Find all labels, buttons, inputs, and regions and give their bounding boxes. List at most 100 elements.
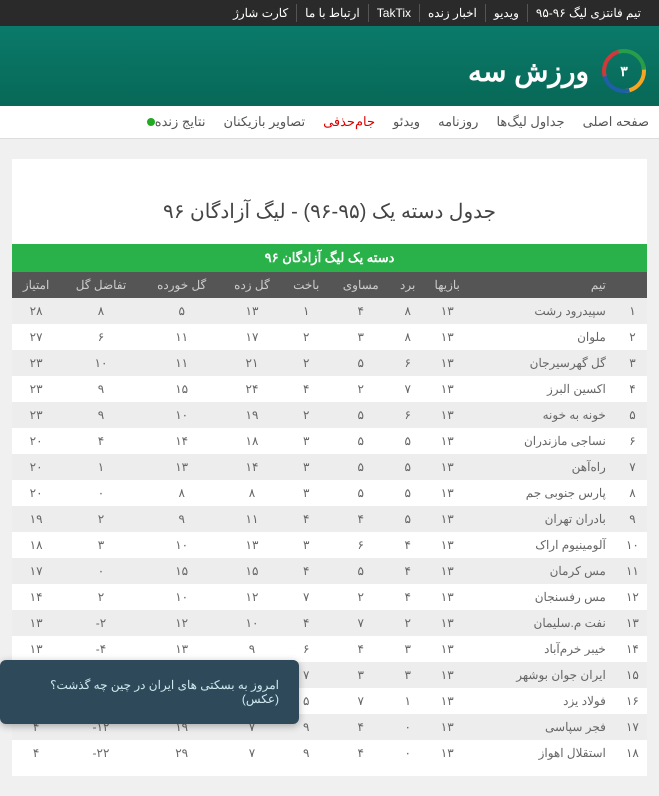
cell: ۱۳ bbox=[424, 298, 471, 324]
cell: ۰ bbox=[60, 558, 142, 584]
cell: ۴ bbox=[330, 506, 391, 532]
cell: فجر سپاسی bbox=[470, 714, 617, 740]
cell: ۱۳ bbox=[12, 610, 60, 636]
cell: ۸ bbox=[618, 480, 647, 506]
cell: ۱۰ bbox=[142, 532, 222, 558]
cell: ۸ bbox=[142, 480, 222, 506]
col-header: تفاضل گل bbox=[60, 272, 142, 298]
cell: ۱۳ bbox=[142, 454, 222, 480]
cell: ۳ bbox=[330, 324, 391, 350]
cell: ۴ bbox=[391, 532, 424, 558]
cell: ۸ bbox=[391, 298, 424, 324]
col-header: امتیاز bbox=[12, 272, 60, 298]
cell: ۴ bbox=[282, 376, 330, 402]
table-row: ۵خونه به خونه۱۳۶۵۲۱۹۱۰۹۲۳ bbox=[12, 402, 647, 428]
cell: اکسین البرز bbox=[470, 376, 617, 402]
cell: ۱۵ bbox=[222, 558, 283, 584]
nav-link[interactable]: جداول لیگ‌ها bbox=[496, 114, 564, 130]
topbar-link[interactable]: ارتباط با ما bbox=[296, 4, 368, 22]
cell: ۱ bbox=[391, 688, 424, 714]
cell: ۱۸ bbox=[12, 532, 60, 558]
cell: ۴ bbox=[282, 506, 330, 532]
col-header: باخت bbox=[282, 272, 330, 298]
cell: ۱ bbox=[282, 298, 330, 324]
nav-link[interactable]: جام‌حذفی bbox=[323, 114, 375, 130]
cell: ۱۳ bbox=[424, 532, 471, 558]
cell: ۵ bbox=[330, 428, 391, 454]
col-header: تیم bbox=[470, 272, 617, 298]
topbar-link[interactable]: کارت شارژ bbox=[225, 4, 296, 22]
cell: ۲- bbox=[60, 610, 142, 636]
cell: ۱۳ bbox=[424, 480, 471, 506]
cell: ۷ bbox=[330, 610, 391, 636]
cell: ۱۴ bbox=[142, 428, 222, 454]
cell: ۴ bbox=[391, 558, 424, 584]
cell: مس رفسنجان bbox=[470, 584, 617, 610]
cell: نساجی مازندران bbox=[470, 428, 617, 454]
cell: ۷ bbox=[391, 376, 424, 402]
cell: ۱۱ bbox=[142, 324, 222, 350]
notification-text: امروز به بسکتی های ایران در چین چه گذشت؟… bbox=[50, 678, 279, 706]
live-dot-icon bbox=[147, 118, 155, 126]
table-row: ۹بادران تهران۱۳۵۴۴۱۱۹۲۱۹ bbox=[12, 506, 647, 532]
cell: ۲ bbox=[391, 610, 424, 636]
table-row: ۱۱مس کرمان۱۳۴۵۴۱۵۱۵۰۱۷ bbox=[12, 558, 647, 584]
cell: ۱۳ bbox=[424, 402, 471, 428]
cell: بادران تهران bbox=[470, 506, 617, 532]
topbar-link[interactable]: ویدیو bbox=[485, 4, 527, 22]
col-header bbox=[618, 272, 647, 298]
cell: ۲ bbox=[282, 350, 330, 376]
cell: ۲۰ bbox=[12, 428, 60, 454]
cell: ۱۰ bbox=[222, 610, 283, 636]
cell: ۴ bbox=[391, 584, 424, 610]
cell: گل گهرسیرجان bbox=[470, 350, 617, 376]
cell: پارس جنوبی جم bbox=[470, 480, 617, 506]
table-row: ۷راه‌آهن۱۳۵۵۳۱۴۱۳۱۲۰ bbox=[12, 454, 647, 480]
cell: ۵ bbox=[330, 558, 391, 584]
cell: ۹ bbox=[222, 636, 283, 662]
topbar-link[interactable]: اخبار زنده bbox=[419, 4, 485, 22]
cell: ۴ bbox=[282, 558, 330, 584]
cell: ۲ bbox=[618, 324, 647, 350]
page-title: جدول دسته یک (۹۵-۹۶) - لیگ آزادگان ۹۶ bbox=[12, 169, 647, 244]
cell: ۱۲ bbox=[222, 584, 283, 610]
cell: ۱۳ bbox=[424, 636, 471, 662]
cell: ۶ bbox=[330, 532, 391, 558]
cell: ملوان bbox=[470, 324, 617, 350]
nav-link[interactable]: تصاویر بازیکنان bbox=[223, 114, 305, 130]
cell: ۵ bbox=[391, 428, 424, 454]
cell: ۱۳ bbox=[222, 298, 283, 324]
cell: ۱۳ bbox=[424, 350, 471, 376]
cell: ۶ bbox=[60, 324, 142, 350]
cell: ۱۳ bbox=[424, 610, 471, 636]
topbar-link[interactable]: TakTix bbox=[368, 4, 419, 22]
cell: ۳ bbox=[330, 662, 391, 688]
cell: ۱۷ bbox=[12, 558, 60, 584]
logo[interactable]: ۳ ورزش سه bbox=[10, 46, 649, 96]
cell: ۲۱ bbox=[222, 350, 283, 376]
cell: ۲۰ bbox=[12, 480, 60, 506]
nav-link[interactable]: روزنامه bbox=[438, 114, 478, 130]
cell: ۲ bbox=[330, 376, 391, 402]
notification[interactable]: امروز به بسکتی های ایران در چین چه گذشت؟… bbox=[0, 660, 299, 724]
logo-text: ورزش سه bbox=[468, 55, 589, 88]
cell: ۲ bbox=[282, 324, 330, 350]
cell: ۸ bbox=[222, 480, 283, 506]
cell: نفت م.سلیمان bbox=[470, 610, 617, 636]
nav-link[interactable]: صفحه اصلی bbox=[583, 114, 649, 130]
nav-link[interactable]: نتایج زنده bbox=[143, 114, 206, 130]
cell: ۶ bbox=[391, 402, 424, 428]
cell: ۱۸ bbox=[222, 428, 283, 454]
cell: مس کرمان bbox=[470, 558, 617, 584]
topbar-link[interactable]: تیم فانتزی لیگ ۹۶-۹۵ bbox=[527, 4, 649, 22]
cell: ۵ bbox=[391, 506, 424, 532]
nav-link[interactable]: ویدئو bbox=[393, 114, 420, 130]
logo-icon: ۳ bbox=[599, 46, 649, 96]
col-header: برد bbox=[391, 272, 424, 298]
table-row: ۳گل گهرسیرجان۱۳۶۵۲۲۱۱۱۱۰۲۳ bbox=[12, 350, 647, 376]
table-row: ۱۳نفت م.سلیمان۱۳۲۷۴۱۰۱۲۲-۱۳ bbox=[12, 610, 647, 636]
cell: ۱۰ bbox=[618, 532, 647, 558]
cell: ۳ bbox=[282, 480, 330, 506]
cell: ۱۱ bbox=[222, 506, 283, 532]
cell: ۴- bbox=[60, 636, 142, 662]
